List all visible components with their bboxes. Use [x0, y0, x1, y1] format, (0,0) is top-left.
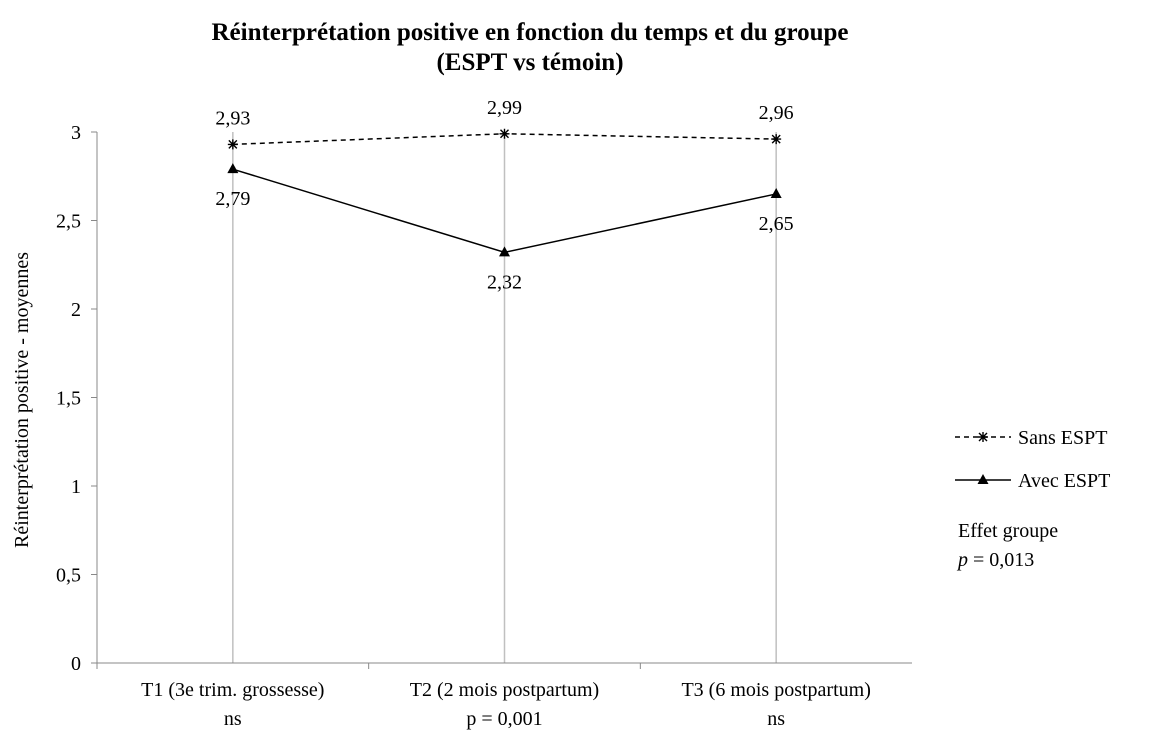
annotation: p = 0,013	[956, 549, 1034, 571]
y-tick-label: 1	[71, 476, 81, 498]
chart-title: Réinterprétation positive en fonction du…	[211, 19, 848, 46]
legend-label: Avec ESPT	[1018, 470, 1110, 492]
data-label: 2,99	[487, 97, 522, 119]
marker	[227, 163, 239, 174]
annotation: Effet groupe	[958, 520, 1058, 542]
data-label: 2,96	[759, 102, 794, 124]
x-tick-note: p = 0,001	[466, 708, 542, 730]
y-tick-label: 2,5	[56, 211, 81, 233]
marker	[499, 128, 510, 139]
marker	[499, 246, 510, 257]
y-tick-label: 0,5	[56, 565, 81, 587]
y-tick-label: 0	[71, 653, 81, 675]
x-tick-label: T1 (3e trim. grossesse)	[141, 679, 324, 701]
x-tick-label: T2 (2 mois postpartum)	[410, 679, 599, 701]
y-axis-label: Réinterprétation positive - moyennes	[11, 252, 33, 548]
legend-marker	[978, 432, 988, 442]
marker	[227, 139, 238, 150]
y-tick-label: 2	[71, 299, 81, 321]
data-label: 2,32	[487, 271, 522, 293]
marker	[771, 134, 782, 145]
y-tick-label: 1,5	[56, 388, 81, 410]
data-label: 2,93	[215, 107, 250, 129]
marker	[770, 187, 782, 198]
x-tick-label: T3 (6 mois postpartum)	[681, 679, 870, 701]
annotation-value: = 0,013	[973, 549, 1034, 571]
legend-label: Sans ESPT	[1018, 427, 1107, 449]
legend-marker	[977, 474, 989, 484]
data-label: 2,79	[215, 188, 250, 210]
data-label: 2,65	[759, 213, 794, 235]
x-tick-note: ns	[767, 708, 785, 730]
annotation-p: p	[956, 549, 968, 571]
chart-title: (ESPT vs témoin)	[436, 49, 623, 76]
y-tick-label: 3	[71, 122, 81, 144]
x-tick-note: ns	[224, 708, 242, 730]
